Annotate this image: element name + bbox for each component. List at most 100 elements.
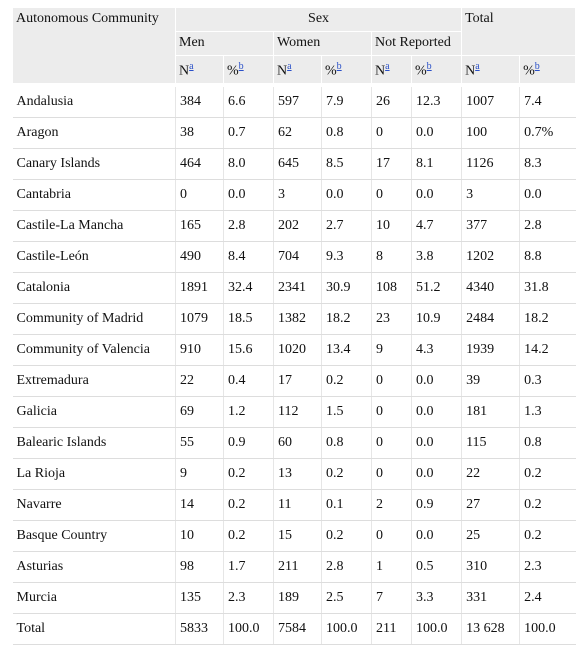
column-label: N bbox=[277, 63, 288, 79]
cell: 100.0 bbox=[223, 613, 274, 645]
cell: 69 bbox=[175, 396, 224, 428]
cell: 181 bbox=[461, 396, 521, 428]
footnote-link[interactable]: a bbox=[385, 61, 390, 72]
row-label: Castile-León bbox=[12, 241, 176, 273]
cell: 0.0 bbox=[411, 427, 463, 459]
cell: 310 bbox=[461, 551, 521, 583]
cell: 3 bbox=[273, 179, 322, 211]
table-row: Castile-León 490 8.4 704 9.3 8 3.8 1202 8.8 bbox=[12, 241, 576, 273]
row-label: Community of Valencia bbox=[12, 334, 176, 366]
cell: 9.3 bbox=[321, 241, 372, 273]
cell: 100.0 bbox=[519, 613, 576, 645]
cell: 12.3 bbox=[411, 82, 463, 118]
table-row: Navarre 14 0.2 11 0.1 2 0.9 27 0.2 bbox=[12, 489, 576, 521]
cell: 0.2 bbox=[321, 365, 372, 397]
cell: 2 bbox=[371, 489, 412, 521]
cell: 7.9 bbox=[321, 82, 372, 118]
cell: 645 bbox=[273, 148, 322, 180]
footnote-link[interactable]: b bbox=[534, 61, 540, 72]
cell: 14.2 bbox=[519, 334, 576, 366]
cell: 1939 bbox=[461, 334, 521, 366]
header-cell: Sex bbox=[174, 8, 463, 32]
cell: 0.8 bbox=[519, 427, 576, 459]
cell: 597 bbox=[273, 82, 322, 118]
cell: 1.5 bbox=[321, 396, 372, 428]
cell: 0 bbox=[371, 520, 412, 552]
cell: 108 bbox=[371, 272, 412, 304]
cell: 3.3 bbox=[411, 582, 463, 614]
row-label: Extremadura bbox=[12, 365, 176, 397]
cell: 165 bbox=[175, 210, 224, 242]
cell: 0.7% bbox=[519, 117, 576, 149]
cell: 22 bbox=[175, 365, 224, 397]
cell: 189 bbox=[273, 582, 322, 614]
column-header: Na bbox=[371, 55, 412, 86]
cell: 1079 bbox=[175, 303, 224, 335]
cell: 7584 bbox=[273, 613, 322, 645]
cell: 0 bbox=[371, 179, 412, 211]
cell: 211 bbox=[371, 613, 412, 645]
cell: 0.8 bbox=[321, 427, 372, 459]
cell: 0.2 bbox=[223, 520, 274, 552]
cell: 1202 bbox=[461, 241, 521, 273]
cell: 0.0 bbox=[411, 117, 463, 149]
cell: 1.3 bbox=[519, 396, 576, 428]
cell: 8.3 bbox=[519, 148, 576, 180]
cell: 15 bbox=[273, 520, 322, 552]
footnote-link[interactable]: b bbox=[336, 61, 342, 72]
cell: 0.2 bbox=[223, 458, 274, 490]
cell: 8.4 bbox=[223, 241, 274, 273]
footnote-link[interactable]: b bbox=[238, 61, 244, 72]
cell: 2.7 bbox=[321, 210, 372, 242]
row-label: Balearic Islands bbox=[12, 427, 176, 459]
cell: 1 bbox=[371, 551, 412, 583]
cell: 14 bbox=[175, 489, 224, 521]
cell: 100.0 bbox=[411, 613, 463, 645]
row-label: Aragon bbox=[12, 117, 176, 149]
cell: 39 bbox=[461, 365, 521, 397]
footnote-marker: b bbox=[427, 59, 432, 72]
cell: 31.8 bbox=[519, 272, 576, 304]
cell: 8.0 bbox=[223, 148, 274, 180]
table-row: Balearic Islands 55 0.9 60 0.8 0 0.0 115 0.8 bbox=[12, 427, 576, 459]
cell: 22 bbox=[461, 458, 521, 490]
cell: 23 bbox=[371, 303, 412, 335]
cell: 0.0 bbox=[519, 179, 576, 211]
column-label: % bbox=[325, 63, 337, 79]
footnote-link[interactable]: a bbox=[287, 61, 292, 72]
column-label: N bbox=[465, 63, 476, 79]
cell: 55 bbox=[175, 427, 224, 459]
column-header: %b bbox=[410, 55, 463, 86]
footnote-link[interactable]: a bbox=[189, 61, 194, 72]
cell: 331 bbox=[461, 582, 521, 614]
cell: 7 bbox=[371, 582, 412, 614]
cell: 2.8 bbox=[321, 551, 372, 583]
row-label: La Rioja bbox=[12, 458, 176, 490]
table-header: Autonomous Community Sex Total Men Women N… bbox=[12, 8, 577, 86]
cell: 13 bbox=[273, 458, 322, 490]
cell: 10 bbox=[175, 520, 224, 552]
row-label: Asturias bbox=[12, 551, 176, 583]
cell: 62 bbox=[273, 117, 322, 149]
cell: 0.0 bbox=[411, 179, 463, 211]
column-label: % bbox=[523, 63, 535, 79]
cell: 26 bbox=[371, 82, 412, 118]
footnote-marker: b bbox=[535, 59, 540, 72]
cell: 0.2 bbox=[321, 520, 372, 552]
footnote-link[interactable]: a bbox=[475, 61, 480, 72]
cell: 13.4 bbox=[321, 334, 372, 366]
footnote-link[interactable]: b bbox=[426, 61, 432, 72]
cell: 0 bbox=[175, 179, 224, 211]
column-header: Na bbox=[461, 55, 521, 86]
cell: 2.3 bbox=[223, 582, 274, 614]
row-label: Cantabria bbox=[12, 179, 176, 211]
table-row: La Rioja 9 0.2 13 0.2 0 0.0 22 0.2 bbox=[12, 458, 576, 490]
cell: 13 628 bbox=[461, 613, 521, 645]
table-row: Galicia 69 1.2 112 1.5 0 0.0 181 1.3 bbox=[12, 396, 576, 428]
cell: 0.0 bbox=[321, 179, 372, 211]
cell: 0.0 bbox=[411, 396, 463, 428]
cell: 0.0 bbox=[411, 520, 463, 552]
table-row: Murcia 135 2.3 189 2.5 7 3.3 331 2.4 bbox=[12, 582, 576, 614]
header-cell: Autonomous Community bbox=[12, 8, 176, 86]
subgroup-header: Women bbox=[273, 31, 372, 56]
